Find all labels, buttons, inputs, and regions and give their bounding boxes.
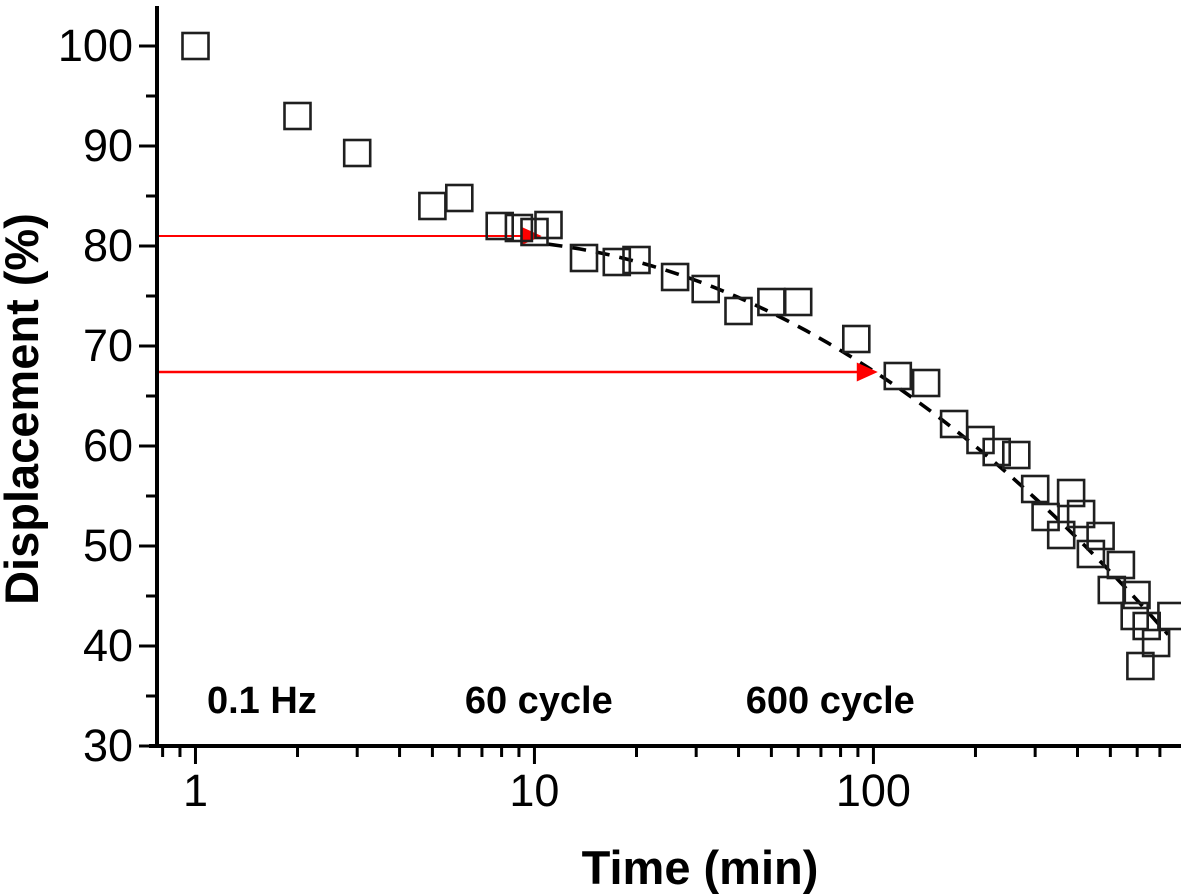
data-point-marker [691, 274, 721, 304]
marker-layer [181, 31, 1181, 681]
data-point-marker [841, 324, 871, 354]
data-point-marker [724, 296, 753, 326]
data-point-marker [1046, 520, 1076, 550]
data-point-marker [534, 210, 563, 240]
data-point-marker [660, 262, 690, 292]
x-tick-label: 10 [509, 765, 559, 816]
data-point-marker [911, 368, 941, 398]
data-point-marker [982, 437, 1012, 467]
data-point-marker [1141, 628, 1171, 658]
data-point-marker [1157, 601, 1181, 631]
data-point-marker [444, 183, 474, 213]
axes-layer: 1 10 100 30 40 50 60 70 80 90 100 [58, 6, 1181, 816]
data-point-marker [1122, 580, 1151, 610]
x-tick-label: 1 [183, 765, 208, 816]
annotation-2: 60 cycle [465, 680, 613, 722]
x-tick-label: 100 [836, 765, 911, 816]
y-tick-label: 90 [83, 120, 133, 171]
data-point-marker [1106, 550, 1136, 580]
data-point-marker [342, 138, 372, 168]
data-point-marker [1126, 651, 1155, 681]
arrow-head-2 [856, 362, 878, 382]
data-point-marker [418, 191, 447, 221]
y-tick-label: 100 [58, 20, 133, 71]
y-tick-label: 30 [83, 720, 133, 771]
x-axis-title: Time (min) [582, 841, 819, 894]
data-point-marker [757, 287, 786, 317]
annotation-layer: 0.1 Hz 60 cycle 600 cycle [207, 680, 915, 722]
y-tick-label: 70 [83, 320, 133, 371]
data-point-marker [181, 31, 210, 61]
data-point-marker [1056, 478, 1086, 508]
y-tick-label: 40 [83, 620, 133, 671]
y-tick-label: 50 [83, 520, 133, 571]
data-point-marker [485, 211, 515, 241]
data-point-marker [883, 361, 913, 391]
data-point-marker [1076, 539, 1106, 569]
fit-dashed-line [548, 242, 1170, 636]
annotation-1: 0.1 Hz [207, 680, 317, 722]
data-point-marker [1031, 502, 1060, 532]
data-point-marker [622, 245, 651, 275]
y-tick-label: 60 [83, 420, 133, 471]
annotation-3: 600 cycle [746, 680, 915, 722]
data-point-marker [504, 213, 534, 243]
fit-line-layer [548, 242, 1170, 636]
data-point-marker [569, 243, 599, 273]
data-point-marker [1086, 521, 1115, 551]
y-tick-label: 80 [83, 220, 133, 271]
data-point-marker [939, 409, 969, 439]
data-point-marker [783, 287, 813, 317]
data-point-marker [1001, 440, 1031, 470]
data-point-marker [602, 247, 632, 277]
data-point-marker [283, 101, 312, 131]
data-point-marker [1020, 474, 1050, 504]
data-point-marker [1066, 499, 1096, 529]
y-axis-title: Displacement (%) [0, 213, 48, 605]
arrow-layer [158, 226, 878, 382]
